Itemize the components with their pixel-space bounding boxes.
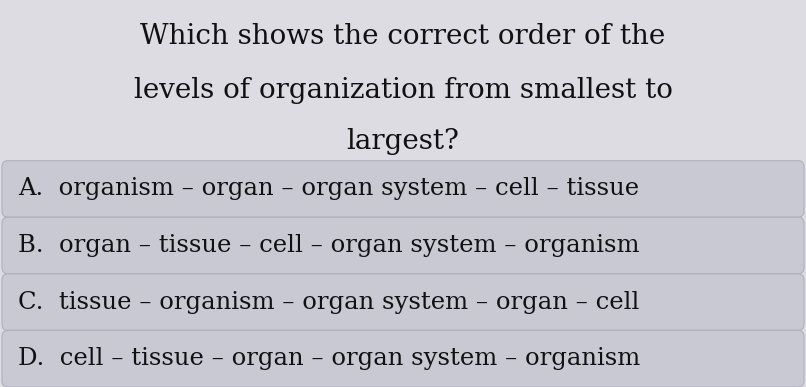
Text: levels of organization from smallest to: levels of organization from smallest to xyxy=(134,77,672,104)
Text: D.  cell – tissue – organ – organ system – organism: D. cell – tissue – organ – organ system … xyxy=(18,347,640,370)
Text: C.  tissue – organism – organ system – organ – cell: C. tissue – organism – organ system – or… xyxy=(18,291,639,313)
FancyBboxPatch shape xyxy=(2,274,804,330)
FancyBboxPatch shape xyxy=(2,161,804,217)
Text: largest?: largest? xyxy=(347,128,459,155)
FancyBboxPatch shape xyxy=(2,330,804,387)
Text: Which shows the correct order of the: Which shows the correct order of the xyxy=(140,23,666,50)
Text: B.  organ – tissue – cell – organ system – organism: B. organ – tissue – cell – organ system … xyxy=(18,234,639,257)
Text: A.  organism – organ – organ system – cell – tissue: A. organism – organ – organ system – cel… xyxy=(18,177,639,200)
FancyBboxPatch shape xyxy=(2,217,804,274)
Bar xyxy=(0,0,806,161)
